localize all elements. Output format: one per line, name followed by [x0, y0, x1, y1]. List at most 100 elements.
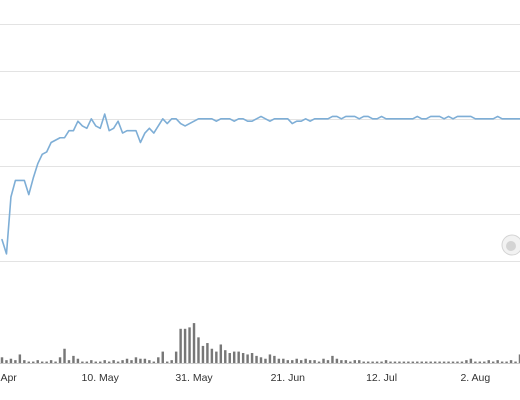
volume-bar — [121, 360, 124, 363]
volume-bar — [349, 361, 352, 363]
volume-bar — [344, 360, 348, 363]
volume-bar — [143, 358, 147, 363]
volume-bar — [228, 353, 231, 363]
volume-bar — [451, 361, 455, 363]
volume-bar — [308, 360, 312, 363]
volume-bar — [389, 361, 392, 363]
volume-bar — [331, 355, 334, 364]
volume-bar — [170, 360, 173, 363]
volume-bar — [474, 361, 477, 363]
volume-bar — [277, 358, 281, 363]
volume-bar — [206, 343, 209, 363]
volume-bar — [139, 358, 142, 363]
volume-bar — [366, 361, 370, 363]
volume-bar — [246, 354, 249, 363]
volume-bar — [259, 357, 263, 363]
volume-bar — [456, 361, 459, 363]
volume-bar — [157, 357, 160, 363]
volume-bar — [219, 344, 223, 364]
volume-bar — [438, 361, 441, 363]
watermark-icon-inner — [506, 241, 516, 251]
volume-bar — [407, 361, 410, 363]
volume-bar — [58, 357, 62, 363]
volume-bar — [103, 360, 106, 363]
volume-bar — [192, 323, 196, 363]
volume-bar — [0, 357, 4, 363]
volume-bar — [362, 361, 365, 363]
volume-bar — [442, 361, 446, 363]
volume-bar — [54, 361, 57, 363]
volume-bar — [353, 360, 356, 363]
volume-bar — [32, 361, 35, 363]
volume-bar — [273, 355, 276, 364]
x-tick-label: 31. May — [175, 372, 213, 384]
volume-bar — [183, 328, 187, 363]
volume-bar — [255, 355, 258, 364]
volume-bar — [215, 351, 218, 363]
volume-bar — [380, 361, 383, 363]
volume-bar — [81, 361, 84, 363]
volume-bar — [393, 361, 397, 363]
volume-bar — [9, 358, 13, 363]
volume-bar — [36, 360, 39, 363]
volume-bar — [411, 361, 415, 363]
volume-bar — [505, 361, 508, 363]
x-tick-label: 21. Jun — [271, 372, 306, 384]
volume-bar — [304, 358, 307, 363]
x-tick-label: 2. Aug — [460, 372, 490, 384]
volume-bar — [491, 361, 495, 363]
volume-bar — [317, 361, 321, 363]
volume-bar — [188, 327, 191, 364]
volume-bar — [152, 361, 156, 363]
volume-bar — [286, 360, 290, 363]
volume-bar — [282, 358, 285, 363]
volume-bar — [460, 361, 464, 363]
volume-bar — [14, 360, 17, 363]
volume-bar — [107, 361, 111, 363]
volume-bar — [27, 361, 31, 363]
volume-bar — [469, 358, 473, 363]
volume-bar — [384, 360, 388, 363]
volume-bar — [420, 361, 423, 363]
volume-bar — [375, 361, 379, 363]
volume-bar — [18, 354, 22, 363]
volume-bar — [45, 361, 48, 363]
volume-bar — [90, 360, 93, 363]
volume-bar — [40, 361, 44, 363]
volume-bar — [148, 360, 151, 363]
x-tick-label: Apr — [0, 372, 17, 384]
volume-bar — [447, 361, 450, 363]
watermark-logo — [501, 234, 520, 256]
volume-bar — [23, 360, 26, 363]
volume-bar — [76, 358, 80, 363]
price-line — [1, 113, 520, 255]
volume-bar — [335, 358, 339, 363]
volume-bars — [0, 323, 520, 364]
volume-bar — [429, 361, 432, 363]
volume-bar — [130, 360, 133, 363]
volume-bar — [500, 361, 504, 363]
volume-bar — [295, 358, 298, 363]
volume-bar — [465, 360, 468, 363]
volume-bar — [112, 360, 115, 363]
volume-bar — [425, 361, 428, 363]
volume-bar — [125, 358, 129, 363]
volume-bar — [67, 360, 71, 363]
volume-bar — [5, 360, 8, 363]
volume-bar — [518, 354, 520, 363]
volume-bar — [496, 360, 499, 363]
volume-bar — [85, 361, 89, 363]
volume-bar — [514, 361, 517, 363]
volume-bar — [402, 361, 406, 363]
volume-bar — [72, 355, 75, 364]
volume-bar — [49, 360, 53, 363]
volume-bar — [299, 360, 303, 363]
volume-bar — [371, 361, 374, 363]
volume-bar — [134, 357, 138, 363]
volume-bar — [433, 361, 437, 363]
volume-bar — [264, 358, 267, 363]
volume-bar — [201, 345, 205, 363]
volume-bar — [210, 348, 214, 363]
x-tick-label: 12. Jul — [366, 372, 397, 384]
volume-bar — [340, 360, 343, 363]
